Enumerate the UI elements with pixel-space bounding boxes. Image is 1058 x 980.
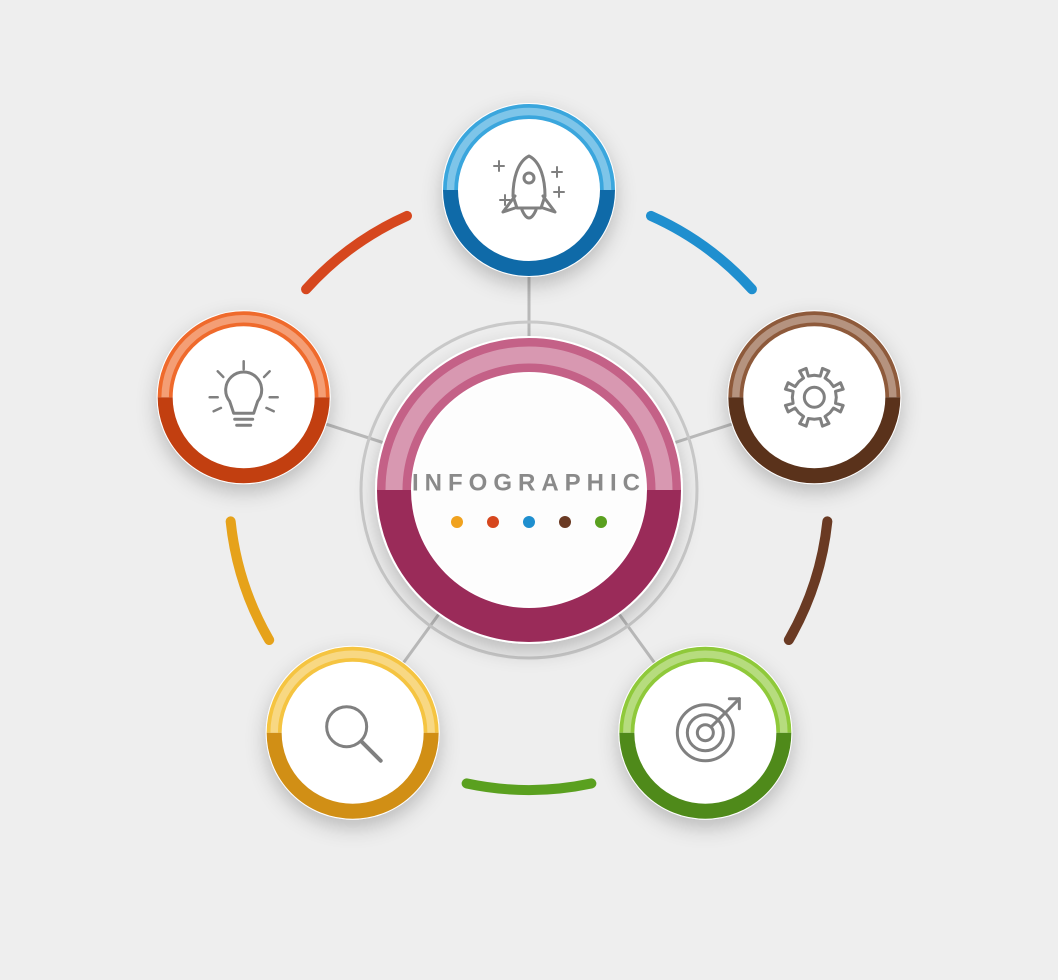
infographic-stage: INFOGRAPHIC <box>0 0 1058 980</box>
node-face <box>459 120 599 260</box>
center-dot <box>595 516 607 528</box>
orbit-arc <box>467 783 592 790</box>
center-dot <box>487 516 499 528</box>
node-gear <box>727 310 901 484</box>
center-dot <box>451 516 463 528</box>
orbit-arc <box>306 216 407 289</box>
node-target <box>618 646 792 820</box>
orbit-arc <box>231 521 270 640</box>
node-search <box>266 646 440 820</box>
node-idea <box>157 310 331 484</box>
node-face <box>635 663 775 803</box>
node-face <box>283 663 423 803</box>
orbit-arc <box>651 216 752 289</box>
node-face <box>744 327 884 467</box>
center-title: INFOGRAPHIC <box>412 469 646 496</box>
center-dot <box>559 516 571 528</box>
center-hub: INFOGRAPHIC <box>361 322 697 658</box>
node-rocket <box>442 103 616 277</box>
node-face <box>174 327 314 467</box>
orbit-arc <box>789 521 828 640</box>
infographic-svg: INFOGRAPHIC <box>0 0 1058 980</box>
center-dot <box>523 516 535 528</box>
